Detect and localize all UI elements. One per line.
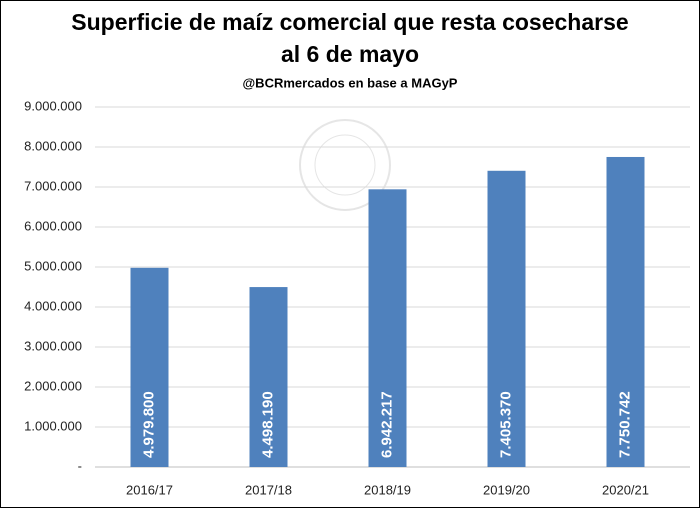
x-tick-label: 2019/20 [483, 482, 530, 497]
y-tick-label: 5.000.000 [24, 258, 82, 273]
y-tick-label: 4.000.000 [24, 298, 82, 313]
y-tick-label: 9.000.000 [24, 98, 82, 113]
bar [130, 267, 169, 467]
y-tick-label: 8.000.000 [24, 138, 82, 153]
y-tick-label: - [78, 458, 82, 473]
chart-title: al 6 de mayo [281, 41, 419, 67]
data-label: 6.942.217 [378, 391, 395, 458]
y-tick-label: 3.000.000 [24, 338, 82, 353]
y-tick-label: 2.000.000 [24, 378, 82, 393]
y-tick-label: 6.000.000 [24, 218, 82, 233]
x-tick-label: 2018/19 [364, 482, 411, 497]
y-tick-label: 7.000.000 [24, 178, 82, 193]
x-tick-label: 2016/17 [126, 482, 173, 497]
chart-subtitle: @BCRmercados en base a MAGyP [243, 75, 458, 90]
bar [606, 156, 645, 467]
data-label: 4.979.800 [140, 391, 157, 458]
data-label: 7.750.742 [616, 391, 633, 458]
watermark [299, 119, 391, 211]
bar [249, 287, 288, 467]
x-tick-label: 2020/21 [602, 482, 649, 497]
data-label: 7.405.370 [497, 391, 514, 458]
y-tick-label: 1.000.000 [24, 418, 82, 433]
data-label: 4.498.190 [259, 391, 276, 458]
bar [487, 170, 526, 467]
chart-title: Superficie de maíz comercial que resta c… [71, 9, 628, 35]
bar [368, 189, 407, 467]
x-tick-label: 2017/18 [245, 482, 292, 497]
